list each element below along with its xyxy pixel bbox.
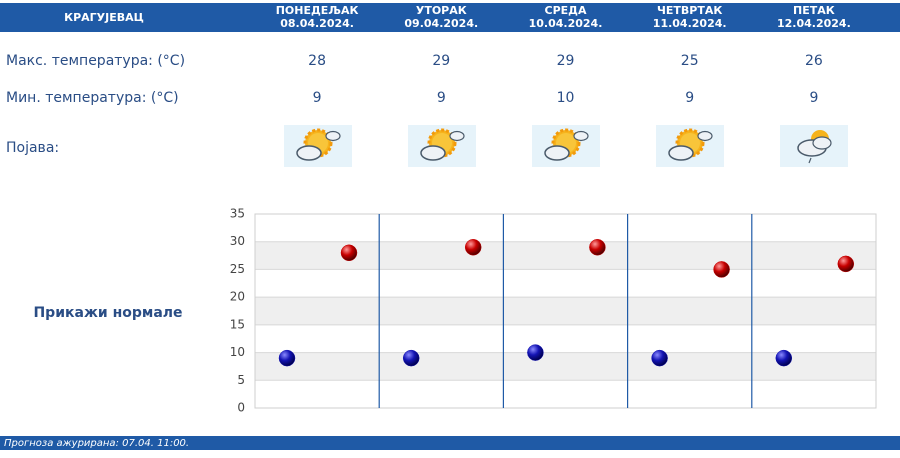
day-name: ЧЕТВРТАК [657, 4, 722, 17]
row-label: Макс. температура: (°C) [6, 53, 185, 69]
temp-dot [651, 349, 668, 367]
max-temp: 26 [805, 53, 823, 69]
temp-dot [278, 349, 296, 367]
temp-dot [464, 239, 482, 256]
temp-dot [775, 349, 793, 367]
day-date: 08.04.2024. [280, 17, 354, 30]
footer: Прогноза ажурирана: 07.04. 11:00. [4, 438, 189, 449]
max-temp: 28 [308, 53, 326, 69]
day-date: 10.04.2024. [529, 17, 603, 30]
y-tick-label: 25 [230, 262, 245, 276]
max-temp: 25 [681, 53, 699, 69]
temp-dot [713, 261, 730, 278]
day-name: СРЕДА [545, 4, 587, 17]
temp-dot [837, 255, 855, 273]
day-name: УТОРАК [416, 4, 467, 17]
min-temp: 9 [809, 90, 818, 106]
row-label: Мин. температура: (°C) [6, 90, 179, 106]
temp-dot [589, 239, 606, 256]
y-tick-label: 10 [230, 345, 245, 359]
day-date: 12.04.2024. [777, 17, 851, 30]
weather-icon [530, 123, 602, 169]
header-bar [0, 3, 900, 32]
day-date: 11.04.2024. [653, 17, 727, 30]
day-date: 09.04.2024. [404, 17, 478, 30]
max-temp: 29 [557, 53, 575, 69]
max-temp: 29 [432, 53, 450, 69]
band [255, 297, 876, 325]
temp-dot [340, 244, 358, 262]
row-label: Појава: [6, 140, 59, 156]
day-name: ПОНЕДЕЉАК [276, 4, 359, 17]
weather-icon [406, 123, 478, 169]
band [255, 241, 876, 270]
weather-icon [779, 124, 849, 168]
plot-frame [254, 213, 877, 409]
day-name: ПЕТАК [793, 4, 835, 17]
chart: 0 5 10 15 20 25 30 35 [230, 207, 877, 415]
y-tick-label: 35 [230, 207, 245, 221]
footer-bar [0, 436, 900, 450]
min-temp: 9 [685, 90, 694, 106]
y-tick-label: 20 [230, 290, 245, 304]
min-temp: 10 [557, 90, 575, 106]
weather-icon [654, 123, 726, 169]
y-tick-label: 5 [237, 373, 245, 387]
city: КРАГУЈЕВАЦ [64, 11, 144, 24]
min-temp: 9 [437, 90, 446, 106]
min-temp: 9 [313, 90, 322, 106]
y-tick-label: 30 [230, 234, 245, 248]
y-tick-label: 0 [237, 401, 245, 415]
temp-dot [402, 349, 420, 367]
show-normals-button[interactable]: Прикажи нормале [33, 305, 182, 321]
temp-dot [527, 344, 544, 361]
band [255, 352, 876, 381]
weather-icon [282, 123, 354, 169]
y-tick-label: 15 [230, 317, 245, 331]
